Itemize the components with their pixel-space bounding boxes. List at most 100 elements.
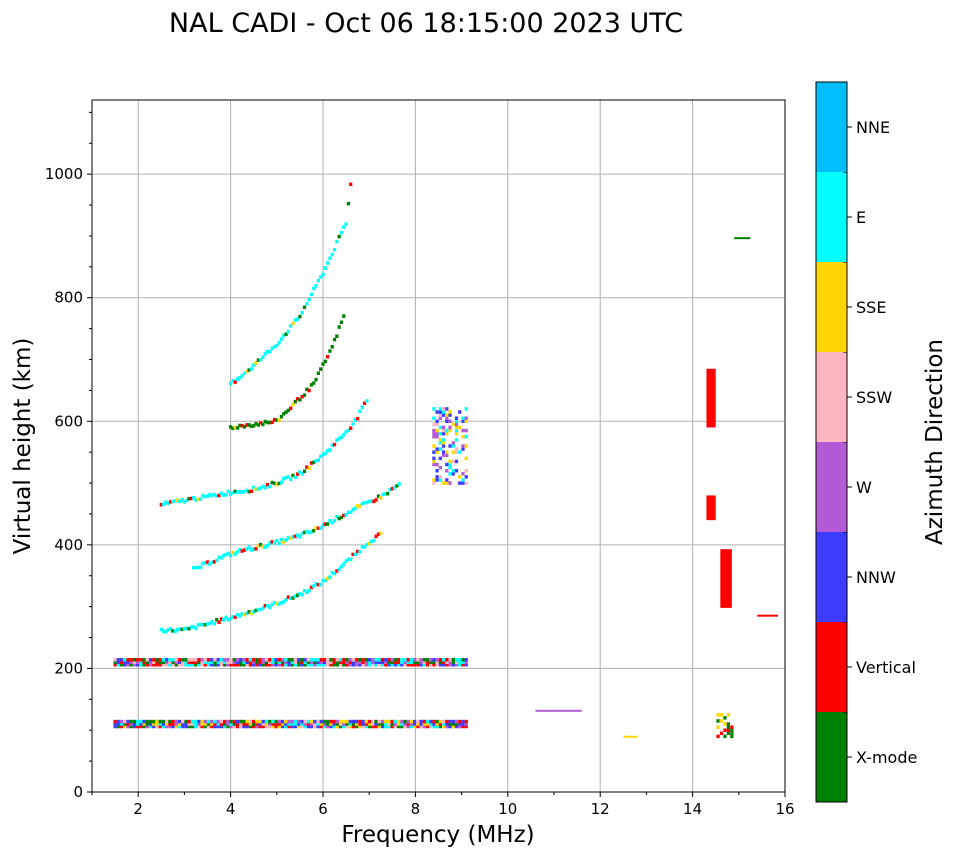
e-layer-echo-band-point: [322, 724, 327, 729]
f-layer-base-echo-band-point: [435, 662, 439, 667]
f-layer-base-echo-band-point: [300, 662, 304, 667]
e-layer-echo-band-point: [177, 719, 182, 724]
f-trace-1-point: [233, 615, 237, 619]
e-layer-echo-band-point: [136, 722, 140, 726]
e-layer-echo-band-point: [300, 722, 304, 726]
x-tick-label: 10: [498, 800, 517, 818]
e-layer-echo-band-point: [338, 724, 343, 729]
mid-band-cluster-point: [445, 407, 449, 411]
f-layer-base-echo-band-point: [403, 662, 407, 667]
f-layer-base-echo-band-point: [235, 662, 240, 667]
e-layer-echo-band-point: [152, 724, 156, 729]
f-trace-2-point: [344, 513, 348, 517]
f-trace-4-point: [291, 321, 295, 326]
f-trace-3-point: [286, 475, 290, 479]
e-layer-echo-band-point: [174, 719, 178, 724]
f-layer-base-echo-band-point: [322, 662, 327, 667]
colorbar-label: NNW: [856, 568, 896, 587]
f-trace-2-point: [277, 541, 281, 546]
f-layer-base-echo-band-point: [348, 662, 352, 667]
f-trace-2-point: [194, 565, 198, 570]
e-layer-echo-band-point: [251, 724, 256, 729]
e-layer-echo-band-point: [309, 719, 314, 724]
mid-band-cluster-point: [454, 447, 459, 451]
e-layer-echo-band-point: [316, 719, 320, 724]
f-trace-3-point: [178, 499, 182, 504]
e-layer-echo-band-point: [297, 722, 301, 726]
e-layer-echo-band-point: [280, 722, 285, 726]
mid-band-cluster-point: [432, 431, 436, 436]
f-trace-3-point: [337, 436, 341, 441]
f-trace-2-point: [356, 504, 360, 508]
f-trace-2-point: [349, 510, 353, 515]
f-trace-2-point: [254, 547, 258, 551]
f-trace-4-point: [252, 363, 256, 367]
f-layer-base-echo-band-point: [448, 662, 452, 667]
mid-band-cluster-point: [461, 447, 465, 451]
e-layer-echo-band-point: [313, 722, 317, 726]
e-layer-echo-band-point: [197, 719, 201, 724]
colorbar-segment: [816, 532, 847, 622]
mid-band-cluster-point: [448, 425, 452, 430]
mid-band-cluster-point: [435, 428, 439, 433]
f-trace-1-point: [349, 557, 353, 561]
f-layer-base-echo-band-point: [429, 658, 433, 662]
f-trace-3-point: [353, 418, 357, 422]
f-trace-4-point: [346, 201, 351, 206]
f-layer-base-echo-band-point: [168, 662, 172, 667]
e-layer-echo-band-point: [329, 722, 333, 726]
f-trace-2-point: [224, 552, 228, 557]
f-layer-base-echo-band-point: [206, 658, 211, 662]
f-layer-base-echo-band-point: [165, 660, 169, 664]
f-layer-base-echo-band-point: [174, 660, 178, 664]
e-layer-echo-band-point: [284, 719, 288, 724]
mid-band-cluster-point: [435, 462, 439, 467]
e-layer-echo-band-point: [280, 724, 285, 729]
mid-band-cluster-point: [464, 428, 468, 433]
f-trace-2-point: [388, 487, 392, 492]
f-trace-1-point: [286, 595, 290, 599]
f-trace-5-point: [319, 367, 323, 371]
e-layer-echo-band-point: [416, 722, 420, 726]
f-layer-base-echo-band-point: [210, 658, 214, 662]
colorbar-label: X-mode: [856, 748, 917, 767]
e-layer-echo-band-point: [184, 724, 188, 729]
mid-band-cluster-point: [464, 419, 468, 424]
e-layer-echo-band-point: [374, 722, 378, 726]
f-layer-base-echo-band-point: [425, 660, 430, 664]
e-layer-echo-band-point: [361, 724, 365, 729]
f-trace-1-point: [205, 622, 210, 626]
f-layer-base-echo-band-point: [123, 662, 127, 667]
e-layer-echo-band-point: [194, 722, 198, 726]
mid-band-cluster-point: [445, 431, 449, 436]
e-layer-echo-band-point: [319, 724, 323, 729]
f-trace-1-point: [185, 626, 189, 631]
f-layer-base-echo-band-point: [454, 658, 459, 662]
x-tick-label: 8: [411, 800, 421, 818]
mid-band-cluster-point: [445, 453, 449, 458]
mid-band-cluster-point: [445, 462, 449, 467]
f-trace-5-point: [270, 420, 274, 425]
f-trace-5-point: [272, 418, 277, 422]
f-trace-4-point: [238, 375, 242, 380]
e-layer-echo-band-point: [168, 722, 172, 726]
e-layer-echo-band-point: [338, 719, 343, 724]
f-trace-3-point: [300, 472, 304, 476]
mid-band-cluster-point: [441, 431, 446, 436]
f-trace-4-point: [307, 297, 311, 302]
f-layer-base-echo-band-point: [132, 662, 137, 667]
e-layer-echo-band-point: [361, 719, 365, 724]
mid-band-cluster-point: [461, 416, 465, 420]
f-trace-4-point: [328, 256, 332, 260]
e-layer-echo-band-point: [429, 719, 433, 724]
f-layer-base-echo-band-point: [380, 658, 385, 662]
mid-band-cluster-point: [445, 481, 449, 485]
low-cluster-14.6-point: [730, 734, 734, 739]
f-trace-5-point: [252, 424, 256, 428]
f-trace-5-point: [323, 359, 327, 364]
e-layer-echo-band-point: [380, 722, 385, 726]
mid-band-cluster-point: [461, 478, 465, 482]
f-trace-3-point: [344, 430, 348, 434]
e-layer-echo-band-point: [371, 724, 375, 729]
f-trace-4-point: [319, 275, 323, 279]
